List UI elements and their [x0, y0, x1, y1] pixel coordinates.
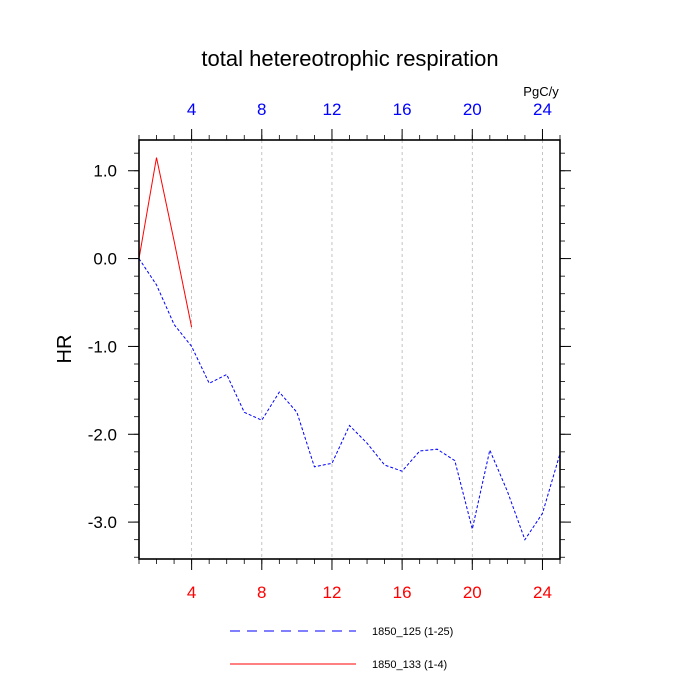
plot-frame: [138, 139, 561, 560]
x-tick-label-top: 16: [393, 100, 412, 119]
y-tick-label: -2.0: [88, 425, 117, 444]
tick-labels: 4 4 8 8 12 12 16 16 20 20 24 24 1.0 0.0 -1.0 -2.0 -3.0: [88, 100, 552, 602]
minor-ticks: [134, 135, 565, 564]
series: [138, 157, 561, 541]
y-tick-label: -3.0: [88, 513, 117, 532]
y-tick-label: 0.0: [93, 250, 117, 269]
x-tick-label-top: 24: [533, 100, 552, 119]
y-tick-label: 1.0: [93, 162, 117, 181]
x-tick-label-top: 4: [187, 100, 196, 119]
x-tick-label-bottom: 20: [463, 583, 482, 602]
x-tick-label-bottom: 16: [393, 583, 412, 602]
x-tick-label-top: 20: [463, 100, 482, 119]
legend-label-1850-125: 1850_125 (1-25): [372, 626, 453, 638]
x-tick-label-bottom: 4: [187, 583, 196, 602]
series-line-1850-133: [138, 157, 193, 328]
x-tick-label-bottom: 8: [257, 583, 266, 602]
major-ticks: [128, 129, 571, 570]
x-tick-label-bottom: 12: [322, 583, 341, 602]
x-tick-label-bottom: 24: [533, 583, 552, 602]
y-axis-label: HR: [54, 335, 76, 364]
y-tick-label: -1.0: [88, 337, 117, 356]
chart-title: total hetereotrophic respiration: [201, 46, 498, 71]
legend-label-1850-133: 1850_133 (1-4): [372, 659, 447, 671]
x-grid: [191, 140, 543, 559]
top-axis-unit: PgC/y: [523, 84, 559, 99]
x-tick-label-top: 12: [322, 100, 341, 119]
legend: 1850_125 (1-25) 1850_133 (1-4): [230, 626, 453, 671]
series-line-1850-125: [138, 258, 561, 541]
x-tick-label-top: 8: [257, 100, 266, 119]
